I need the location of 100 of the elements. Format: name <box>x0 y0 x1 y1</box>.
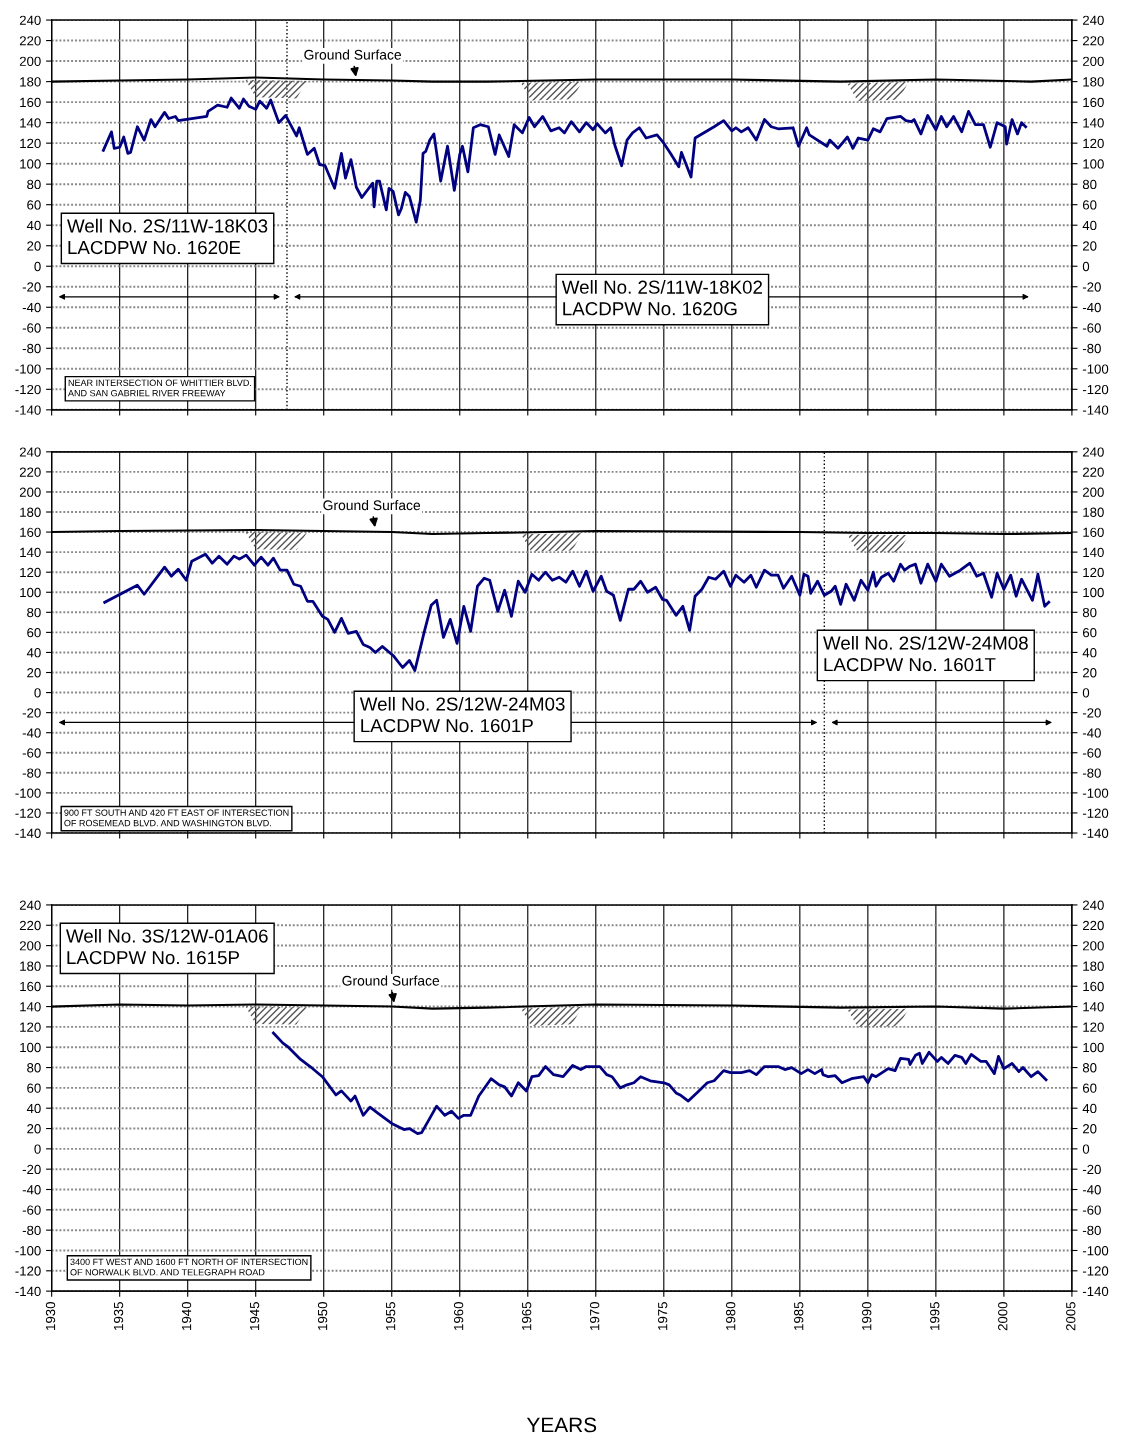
annotation: 900 FT SOUTH AND 420 FT EAST OF INTERSECTION OF ROSEMEAD BLVD. AND WASHINGTON BLVD. <box>64 809 289 827</box>
annotation: Well No. 2S/12W-24M03 LACDPW No. 1601P <box>359 696 565 733</box>
y2-tick-label: 180 <box>1083 507 1104 517</box>
y2-tick-label: 160 <box>1083 527 1104 537</box>
x-tick-label: 2005 <box>1066 1302 1076 1331</box>
x-tick-label: 1975 <box>658 1302 668 1330</box>
y-tick-label: 160 <box>20 981 41 992</box>
y-tick-label: 120 <box>20 138 41 149</box>
y-tick-label: 0 <box>34 688 41 698</box>
y-tick-label: -140 <box>15 405 41 415</box>
y2-tick-label: 220 <box>1082 467 1104 477</box>
y2-tick-label: 60 <box>1082 627 1097 638</box>
y2-tick-label: -40 <box>1082 1185 1101 1195</box>
y-tick-label: 20 <box>27 668 41 678</box>
y-tick-label: 180 <box>20 507 41 517</box>
y-tick-label: 220 <box>19 920 41 931</box>
annotation: 3400 FT WEST AND 1600 FT NORTH OF INTERSECTION OF NORWALK BLVD. AND TELEGRAPH ROAD <box>70 1258 308 1276</box>
y-tick-label: 220 <box>19 467 41 477</box>
y-tick-label: -40 <box>22 302 41 313</box>
y2-tick-label: -40 <box>1082 302 1101 313</box>
y2-tick-label: 20 <box>1082 668 1097 678</box>
x-tick-label: 1995 <box>930 1302 940 1330</box>
x-tick-label: 1990 <box>862 1302 872 1330</box>
y2-tick-label: 180 <box>1083 77 1104 87</box>
y2-tick-label: 0 <box>1082 688 1090 698</box>
y2-tick-label: 220 <box>1082 920 1104 931</box>
y2-tick-label: 40 <box>1082 648 1097 658</box>
y-tick-label: 100 <box>20 1042 41 1053</box>
y-tick-label: 160 <box>20 527 41 537</box>
annotation: Ground Surface <box>342 975 440 986</box>
y-tick-label: 40 <box>26 648 41 658</box>
annotation: Well No. 2S/11W-18K02 LACDPW No. 1620G <box>561 280 763 316</box>
y2-tick-label: -20 <box>1082 1164 1101 1175</box>
y-tick-label: -80 <box>22 768 41 778</box>
y2-tick-label: 40 <box>1082 1103 1097 1114</box>
y-tick-label: 180 <box>20 77 41 87</box>
y2-tick-label: -40 <box>1082 728 1101 738</box>
y-tick-label: 0 <box>34 261 41 272</box>
y-tick-label: -20 <box>22 1164 41 1175</box>
y2-tick-label: -100 <box>1082 364 1109 374</box>
y-tick-label: 100 <box>20 587 41 598</box>
y2-tick-label: 200 <box>1082 941 1104 951</box>
y2-tick-label: 160 <box>1083 97 1104 108</box>
y-tick-label: 140 <box>20 1002 41 1012</box>
y-tick-label: -100 <box>15 1246 41 1256</box>
x-tick-label: 2000 <box>998 1302 1008 1331</box>
x-tick-label: 1930 <box>45 1302 56 1330</box>
y-tick-label: 40 <box>26 1103 41 1114</box>
y2-tick-label: 100 <box>1083 587 1104 598</box>
y2-tick-label: 60 <box>1082 1083 1097 1093</box>
y-tick-label: -100 <box>15 788 41 798</box>
y2-tick-label: -20 <box>1082 708 1101 718</box>
x-tick-label: 1950 <box>317 1302 328 1330</box>
y-tick-label: 60 <box>27 627 41 638</box>
y-tick-label: 160 <box>20 97 41 108</box>
y2-tick-label: 40 <box>1082 220 1097 231</box>
y2-tick-label: -80 <box>1082 768 1101 778</box>
y-tick-label: 120 <box>20 567 41 578</box>
y2-tick-label: 140 <box>1083 1002 1104 1012</box>
y-tick-label: 220 <box>19 36 41 46</box>
y2-tick-label: 240 <box>1082 447 1104 457</box>
y-tick-label: 60 <box>27 200 41 210</box>
y2-tick-label: 140 <box>1083 547 1104 558</box>
y-tick-label: 40 <box>26 220 41 231</box>
y-tick-label: 180 <box>20 961 41 971</box>
y2-tick-label: 60 <box>1082 200 1097 210</box>
y-tick-label: -80 <box>22 343 41 354</box>
y-tick-label: 240 <box>19 900 41 910</box>
y-tick-label: 200 <box>19 941 41 951</box>
y-tick-label: 80 <box>27 607 41 618</box>
y2-tick-label: 80 <box>1082 607 1097 618</box>
y-tick-label: -140 <box>15 828 41 838</box>
y2-tick-label: -140 <box>1082 828 1109 838</box>
y-tick-label: 140 <box>20 547 41 558</box>
y2-tick-label: 240 <box>1082 15 1104 25</box>
y2-tick-label: 120 <box>1083 138 1104 149</box>
y-tick-label: -40 <box>22 1185 41 1195</box>
y2-tick-label: 200 <box>1082 487 1104 497</box>
y2-tick-label: 100 <box>1083 1042 1104 1053</box>
x-tick-label: 1960 <box>453 1302 464 1330</box>
y-tick-label: 20 <box>27 241 41 251</box>
y-tick-label: 100 <box>20 159 41 169</box>
y-tick-label: 240 <box>19 15 41 25</box>
line-series <box>272 1031 1048 1135</box>
y-tick-label: -120 <box>15 1266 41 1276</box>
y2-tick-label: 120 <box>1083 1022 1104 1032</box>
y2-tick-label: 240 <box>1082 900 1104 910</box>
y2-tick-label: 80 <box>1082 179 1097 190</box>
y-tick-label: -100 <box>15 364 41 374</box>
y-tick-label: -60 <box>22 748 41 758</box>
annotation: Well No. 2S/12W-24M08 LACDPW No. 1601T <box>823 635 1028 672</box>
y2-tick-label: 160 <box>1083 981 1104 992</box>
y-tick-label: -80 <box>22 1225 41 1236</box>
annotation: Ground Surface <box>323 499 421 511</box>
y2-tick-label: 20 <box>1082 241 1097 251</box>
y-tick-label: -40 <box>22 728 41 738</box>
y-tick-label: -60 <box>22 1205 41 1215</box>
y-tick-label: 80 <box>27 179 41 190</box>
y-tick-label: 200 <box>19 487 41 497</box>
y-tick-label: -20 <box>22 708 41 718</box>
